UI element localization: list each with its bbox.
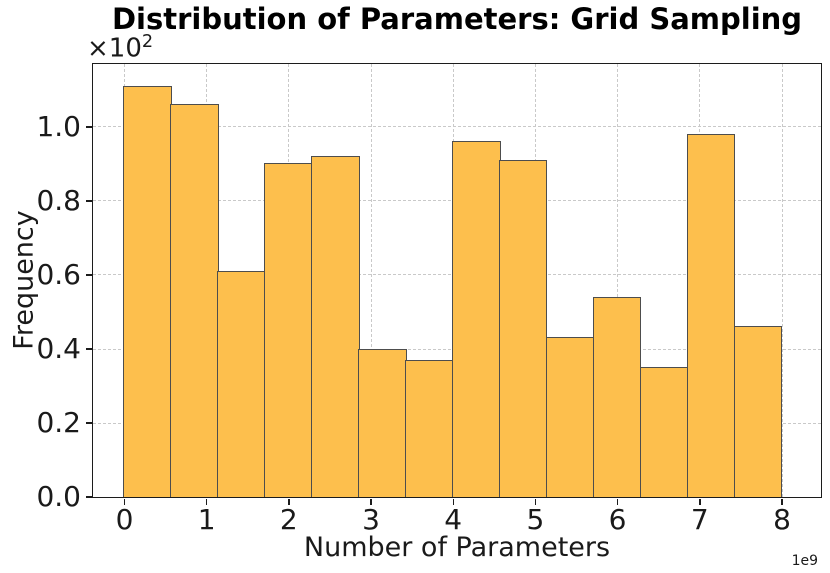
histogram-bar	[733, 326, 783, 497]
y-axis-scale-offset: ×102	[87, 32, 153, 64]
y-tick-mark	[85, 126, 92, 128]
x-axis-scale-offset: 1e9	[791, 553, 818, 569]
y-tick-label: 0.6	[36, 257, 81, 291]
gridline-x-8	[781, 63, 783, 497]
histogram-bar	[123, 85, 172, 497]
x-tick-mark	[370, 498, 372, 505]
y-tick-mark	[85, 348, 92, 350]
y-offset-exponent: 2	[141, 32, 154, 52]
x-tick-mark	[288, 498, 290, 505]
histogram-bar	[639, 367, 689, 497]
histogram-bar	[452, 141, 501, 497]
histogram-bar	[170, 104, 219, 497]
x-tick-label: 7	[690, 503, 709, 536]
x-tick-mark	[699, 498, 701, 505]
y-tick-label: 0.2	[36, 406, 81, 439]
y-tick-label: 1.0	[36, 109, 81, 143]
x-tick-mark	[452, 498, 454, 505]
y-tick-mark	[85, 200, 92, 202]
histogram-bar	[311, 156, 360, 497]
gridline-x-3	[370, 63, 372, 497]
plot-area	[91, 62, 822, 498]
x-tick-label: 5	[526, 503, 545, 536]
histogram-bar	[686, 133, 736, 497]
histogram-bar	[545, 337, 595, 497]
x-tick-mark	[781, 498, 783, 505]
y-offset-base: ×10	[87, 33, 142, 64]
x-tick-mark	[616, 498, 619, 505]
x-tick-label: 1	[197, 503, 216, 536]
x-tick-label: 2	[279, 503, 298, 536]
chart-title: Distribution of Parameters: Grid Samplin…	[111, 2, 803, 36]
histogram-bar	[498, 159, 548, 497]
x-tick-label: 4	[444, 503, 463, 536]
y-tick-mark	[85, 496, 92, 498]
x-tick-mark	[123, 498, 126, 505]
y-tick-label: 0.0	[36, 480, 81, 513]
gridline-x-6	[617, 63, 619, 497]
histogram-bar	[358, 348, 407, 497]
histogram-bar	[592, 296, 642, 497]
x-tick-label: 3	[362, 503, 380, 536]
y-tick-label: 0.4	[36, 332, 81, 365]
x-tick-label: 0	[115, 503, 134, 536]
histogram-bar	[264, 163, 313, 497]
x-axis-label: Number of Parameters	[303, 532, 611, 563]
x-tick-mark	[534, 498, 537, 505]
y-tick-label: 0.8	[36, 183, 81, 217]
histogram-bar	[405, 359, 454, 497]
y-tick-mark	[85, 422, 92, 424]
y-axis-label: Frequency	[8, 210, 40, 350]
histogram-bar	[217, 270, 266, 497]
x-tick-label: 8	[773, 503, 791, 536]
x-tick-mark	[205, 498, 208, 505]
gridline-y-100	[92, 126, 821, 128]
y-tick-mark	[85, 274, 92, 276]
x-tick-label: 6	[608, 503, 627, 536]
